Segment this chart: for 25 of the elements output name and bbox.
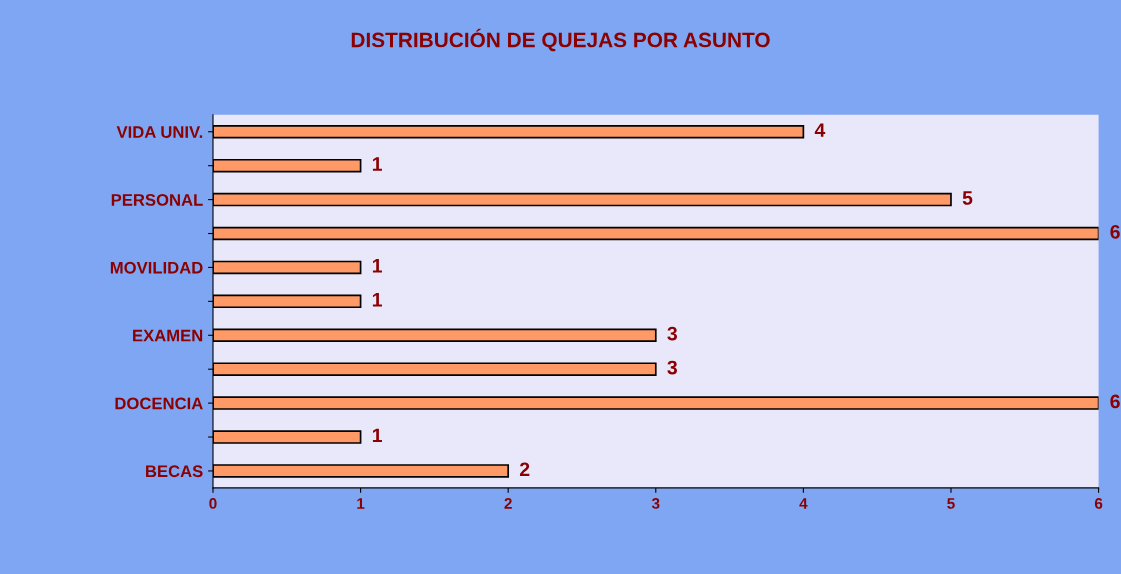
x-tick-label: 0 (209, 498, 217, 509)
data-label: 1 (372, 428, 382, 443)
data-label: 6 (1110, 224, 1120, 239)
y-tick-label: BECAS (146, 465, 203, 478)
x-tick-label: 2 (504, 498, 512, 509)
data-label: 6 (1110, 394, 1120, 409)
chart-title: DISTRIBUCIÓN DE QUEJAS POR ASUNTO (351, 28, 770, 52)
x-tick-label: 5 (947, 498, 955, 509)
y-tick-label: EXAMEN (133, 329, 203, 342)
data-label: 5 (962, 191, 973, 205)
data-label: 1 (372, 259, 382, 273)
data-label: 3 (667, 326, 678, 341)
data-label: 1 (372, 293, 382, 307)
x-tick-label: 1 (357, 498, 365, 509)
data-label: 1 (372, 157, 382, 171)
data-label: 2 (519, 462, 530, 476)
x-tick-label: 6 (1094, 498, 1103, 509)
data-label: 4 (814, 123, 826, 137)
x-tick-label: 3 (651, 498, 660, 509)
y-tick-label: MOVILIDAD (110, 261, 203, 274)
data-label: 3 (667, 360, 678, 375)
x-tick-label: 4 (799, 498, 808, 509)
y-tick-label: DOCENCIA (115, 397, 203, 410)
y-tick-label: VIDA UNIV. (116, 126, 203, 138)
y-tick-label: PERSONAL (111, 194, 203, 206)
